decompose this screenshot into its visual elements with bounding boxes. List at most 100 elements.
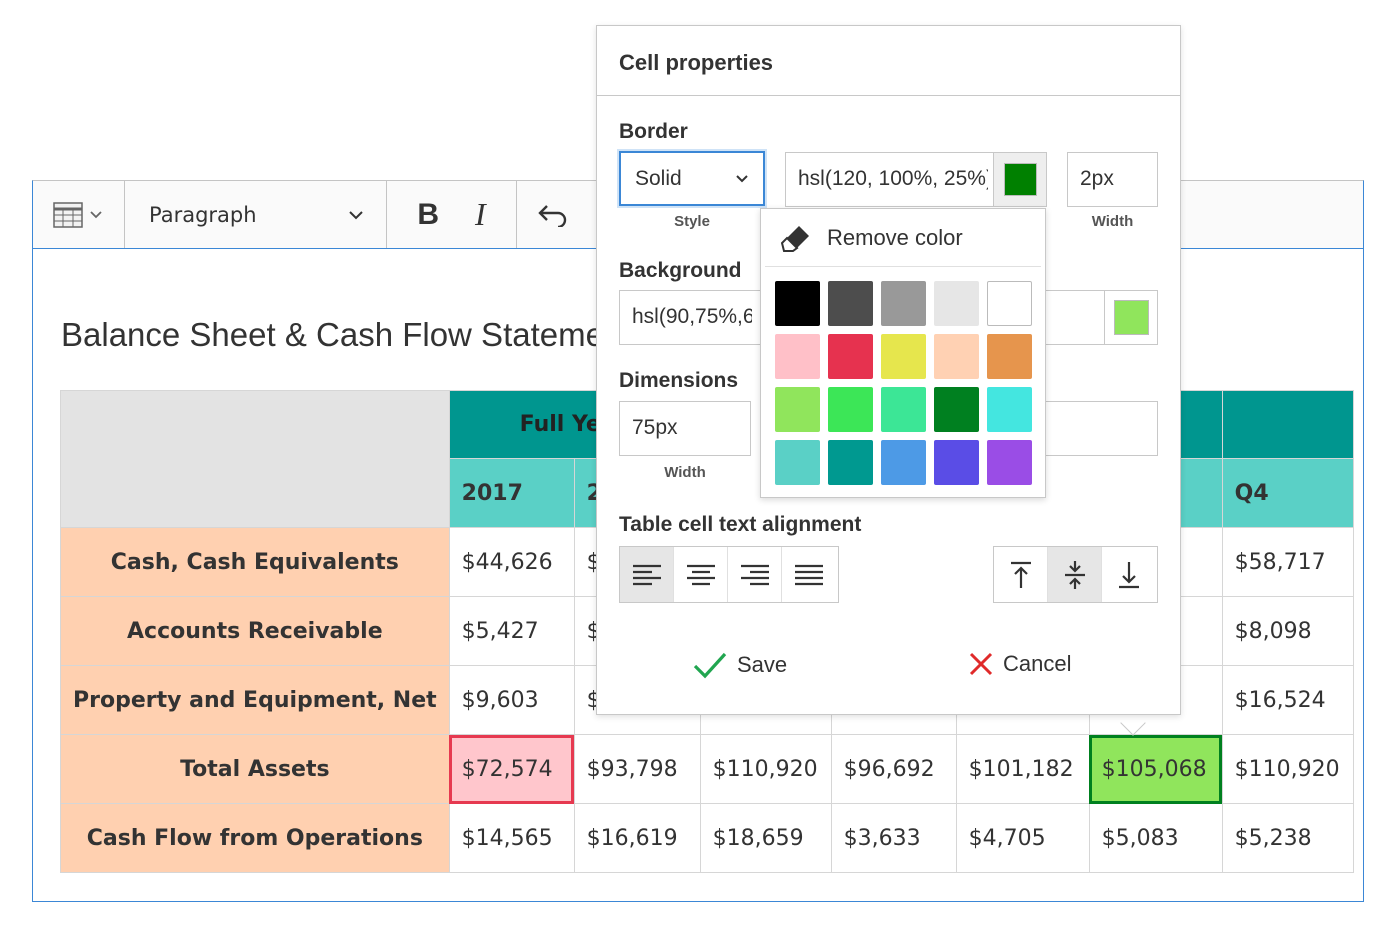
- paragraph-label: Paragraph: [149, 202, 257, 227]
- row-header[interactable]: Total Assets: [60, 734, 450, 804]
- color-swatch[interactable]: [934, 440, 979, 485]
- table-cell[interactable]: $5,238: [1221, 803, 1354, 873]
- quarter-group-header[interactable]: [1221, 390, 1354, 459]
- table-cell[interactable]: $9,603: [448, 665, 575, 735]
- corner-cell[interactable]: [60, 390, 450, 528]
- color-swatch[interactable]: [881, 334, 926, 379]
- align-middle-icon: [1064, 560, 1085, 589]
- checkmark-icon: [693, 652, 727, 679]
- save-button[interactable]: Save: [693, 651, 787, 679]
- border-color-input[interactable]: hsl(120, 100%, 25%): [785, 152, 1047, 207]
- align-justify-icon: [795, 564, 823, 585]
- align-top-button[interactable]: [994, 547, 1048, 602]
- close-icon: [969, 652, 993, 676]
- remove-color-button[interactable]: Remove color: [765, 209, 1041, 267]
- color-swatch[interactable]: [775, 281, 820, 326]
- document-title: Balance Sheet & Cash Flow Statement: [61, 316, 632, 353]
- table-cell[interactable]: $110,920: [1221, 734, 1354, 804]
- dimension-height-input[interactable]: [1037, 401, 1158, 456]
- table-cell[interactable]: $16,524: [1221, 665, 1354, 735]
- border-width-label: Width: [1091, 213, 1134, 230]
- table-cell-highlighted-red[interactable]: $72,574: [448, 734, 575, 804]
- q4-header[interactable]: Q4: [1221, 458, 1354, 528]
- cancel-button[interactable]: Cancel: [969, 651, 1071, 677]
- table-cell[interactable]: $93,798: [573, 734, 701, 804]
- border-width-input[interactable]: 2px: [1067, 152, 1158, 207]
- color-swatch[interactable]: [775, 334, 820, 379]
- dimension-width-label: Width: [664, 464, 706, 481]
- color-swatch[interactable]: [881, 387, 926, 432]
- color-swatch[interactable]: [987, 334, 1032, 379]
- table-cell[interactable]: $18,659: [699, 803, 832, 873]
- background-color-swatch: [1113, 300, 1149, 335]
- color-swatch[interactable]: [987, 387, 1032, 432]
- table-cell[interactable]: $8,098: [1221, 596, 1354, 666]
- bold-button[interactable]: B: [417, 197, 439, 231]
- border-style-label: Style: [674, 213, 710, 230]
- color-swatch[interactable]: [828, 440, 873, 485]
- color-swatch[interactable]: [828, 387, 873, 432]
- align-bottom-button[interactable]: [1102, 547, 1156, 602]
- year-header-2017[interactable]: 2017: [448, 458, 575, 528]
- table-cell[interactable]: $101,182: [955, 734, 1090, 804]
- chevron-down-icon: [349, 210, 363, 219]
- table-cell[interactable]: $96,692: [830, 734, 957, 804]
- paragraph-dropdown[interactable]: Paragraph: [125, 181, 387, 248]
- table-cell[interactable]: $16,619: [573, 803, 701, 873]
- undo-group: [517, 181, 569, 248]
- border-color-value: hsl(120, 100%, 25%): [798, 167, 988, 190]
- table-cell-selected[interactable]: $105,068: [1088, 734, 1223, 804]
- table-cell[interactable]: $5,427: [448, 596, 575, 666]
- align-bottom-icon: [1119, 561, 1139, 588]
- table-cell[interactable]: $14,565: [448, 803, 575, 873]
- italic-button[interactable]: I: [475, 196, 486, 232]
- dimension-width-input[interactable]: 75px: [619, 401, 751, 456]
- chevron-down-icon: [90, 210, 102, 218]
- align-justify-button[interactable]: [782, 547, 836, 602]
- align-left-icon: [632, 564, 661, 585]
- color-swatch[interactable]: [934, 387, 979, 432]
- cell-properties-panel: Cell properties Border Solid Style hsl(1…: [596, 25, 1181, 715]
- row-header[interactable]: Property and Equipment, Net: [60, 665, 450, 735]
- panel-title: Cell properties: [597, 26, 1180, 96]
- align-left-button[interactable]: [620, 547, 674, 602]
- horizontal-alignment-group: [619, 546, 839, 603]
- align-middle-button[interactable]: [1048, 547, 1102, 602]
- table-icon: [53, 201, 83, 228]
- table-row: Cash Flow from Operations $14,565 $16,61…: [60, 803, 1354, 873]
- color-swatch[interactable]: [881, 440, 926, 485]
- color-grid: [775, 281, 1032, 485]
- save-label: Save: [737, 652, 788, 677]
- table-cell[interactable]: $4,705: [955, 803, 1090, 873]
- eraser-icon: [781, 225, 809, 252]
- row-header[interactable]: Cash Flow from Operations: [60, 803, 450, 873]
- table-cell[interactable]: $58,717: [1221, 527, 1354, 597]
- color-swatch[interactable]: [987, 281, 1032, 326]
- table-cell[interactable]: $110,920: [699, 734, 832, 804]
- background-color-swatch-button[interactable]: [1104, 291, 1157, 344]
- insert-table-button[interactable]: [33, 181, 125, 248]
- color-swatch[interactable]: [828, 334, 873, 379]
- color-swatch[interactable]: [934, 334, 979, 379]
- border-label: Border: [619, 120, 688, 143]
- align-right-button[interactable]: [728, 547, 782, 602]
- color-swatch[interactable]: [828, 281, 873, 326]
- undo-icon[interactable]: [537, 203, 569, 227]
- color-swatch[interactable]: [987, 440, 1032, 485]
- color-swatch[interactable]: [934, 281, 979, 326]
- dimensions-label: Dimensions: [619, 369, 739, 392]
- color-swatch[interactable]: [881, 281, 926, 326]
- color-swatch[interactable]: [775, 387, 820, 432]
- color-swatch[interactable]: [775, 440, 820, 485]
- align-center-button[interactable]: [674, 547, 728, 602]
- cancel-label: Cancel: [1003, 651, 1072, 676]
- border-style-value: Solid: [635, 166, 682, 190]
- row-header[interactable]: Cash, Cash Equivalents: [60, 527, 450, 597]
- border-style-select[interactable]: Solid: [619, 151, 765, 206]
- border-color-swatch-button[interactable]: [993, 153, 1046, 206]
- table-row: Total Assets $72,574 $93,798 $110,920 $9…: [60, 734, 1354, 804]
- row-header[interactable]: Accounts Receivable: [60, 596, 450, 666]
- table-cell[interactable]: $44,626: [448, 527, 575, 597]
- table-cell[interactable]: $5,083: [1088, 803, 1223, 873]
- table-cell[interactable]: $3,633: [830, 803, 957, 873]
